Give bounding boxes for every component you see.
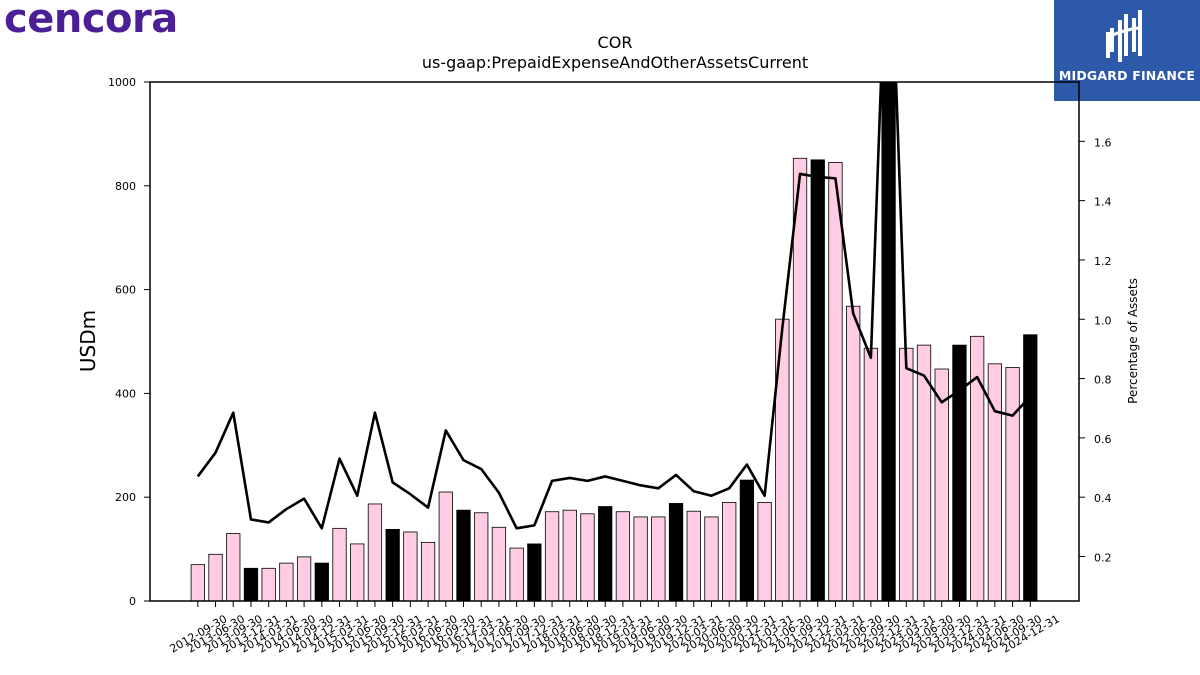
- chart-title: COR: [598, 33, 633, 52]
- bar-2016-09-30: [438, 491, 453, 601]
- y-axis-label: USDm: [76, 310, 100, 372]
- cencora-logo-text: cencora: [4, 0, 178, 42]
- bar-2024-12-31: [1023, 334, 1038, 601]
- y-tick-label: 0: [129, 595, 136, 608]
- bar-2016-12-31: [456, 509, 471, 601]
- bar-2019-12-31: [668, 503, 684, 601]
- bar-2020-06-30: [704, 516, 719, 601]
- y2-tick-label: 0.2: [1094, 552, 1112, 565]
- bar-2023-12-31: [952, 344, 967, 601]
- cencora-logo: cencora: [4, 0, 178, 42]
- y2-tick-label: 0.8: [1094, 374, 1112, 387]
- y2-tick-label: 1.2: [1094, 255, 1112, 268]
- bar-2016-03-31: [403, 531, 418, 601]
- bars-layer: [190, 82, 1038, 601]
- x-axis: 2012-09-302013-06-302013-09-302013-12-31…: [167, 601, 1062, 656]
- bar-2020-09-30: [722, 501, 737, 601]
- y2-tick-label: 1.0: [1094, 314, 1112, 327]
- bar-2016-06-30: [420, 541, 436, 601]
- midgard-finance-label: MIDGARD FINANCE: [1058, 68, 1196, 83]
- y-axis: 0 200 400 600 800 1000: [108, 76, 150, 608]
- bar-2013-12-31: [243, 567, 259, 601]
- bar-2023-03-31: [899, 347, 914, 601]
- bar-2024-03-31: [970, 335, 985, 601]
- y2-axis: 0.2 0.4 0.6 0.8 1.0 1.2 1.4 1.6: [1079, 136, 1112, 565]
- y2-tick-label: 1.6: [1094, 136, 1112, 149]
- bar-2022-09-30: [863, 347, 879, 601]
- y2-tick-label: 0.6: [1094, 433, 1112, 446]
- bar-2013-06-30: [208, 553, 223, 601]
- chart-subtitle: us-gaap:PrepaidExpenseAndOtherAssetsCurr…: [422, 53, 808, 72]
- midgard-emblem-icon: [1106, 10, 1142, 62]
- y-tick-label: 800: [115, 180, 136, 193]
- bar-2022-12-31: [881, 82, 896, 601]
- bar-2018-03-31: [544, 511, 560, 601]
- bar-2017-09-30: [509, 547, 524, 601]
- bar-2024-09-30: [1005, 367, 1020, 601]
- bar-2018-09-30: [580, 513, 595, 601]
- line-layer: [196, 82, 1032, 530]
- bar-2022-06-30: [846, 305, 861, 601]
- y-tick-label: 1000: [108, 76, 136, 89]
- bar-2023-09-30: [934, 368, 949, 601]
- bar-2017-03-31: [474, 512, 489, 601]
- bar-2015-03-31: [332, 527, 347, 601]
- y-tick-label: 600: [115, 284, 136, 297]
- bar-2017-06-30: [491, 526, 507, 601]
- bar-2014-06-30: [279, 562, 294, 601]
- bar-2014-03-31: [261, 567, 276, 601]
- bar-2012-09-30: [190, 564, 205, 601]
- bar-2023-06-30: [916, 344, 932, 601]
- bar-2021-03-31: [757, 501, 772, 601]
- bar-2017-12-31: [527, 543, 542, 601]
- bar-2015-12-31: [385, 528, 400, 601]
- bar-2018-12-31: [598, 506, 613, 601]
- percentage-line: [196, 82, 1032, 530]
- bar-2014-12-31: [314, 562, 329, 601]
- bar-2020-03-31: [686, 510, 701, 601]
- y2-axis-label: Percentage of Assets: [1126, 278, 1140, 404]
- bar-2015-09-30: [367, 503, 383, 601]
- bar-2013-09-30: [226, 533, 241, 601]
- bar-2019-06-30: [633, 516, 648, 601]
- bar-2014-09-30: [296, 556, 312, 601]
- bar-2024-06-30: [987, 363, 1003, 601]
- bar-2015-06-30: [350, 543, 365, 601]
- bar-2022-03-31: [828, 162, 843, 601]
- y-tick-label: 200: [115, 491, 136, 504]
- y-tick-label: 400: [115, 387, 136, 400]
- bar-2019-09-30: [651, 516, 666, 601]
- bar-2021-12-31: [810, 159, 825, 601]
- y2-tick-label: 1.4: [1094, 196, 1112, 209]
- bar-2018-06-30: [562, 509, 577, 601]
- midgard-finance-logo: MIDGARD FINANCE: [1054, 0, 1200, 101]
- plot-frame: [149, 81, 1080, 602]
- bar-2020-12-31: [739, 479, 755, 601]
- bar-2019-03-31: [615, 511, 631, 601]
- y2-tick-label: 0.4: [1094, 492, 1112, 505]
